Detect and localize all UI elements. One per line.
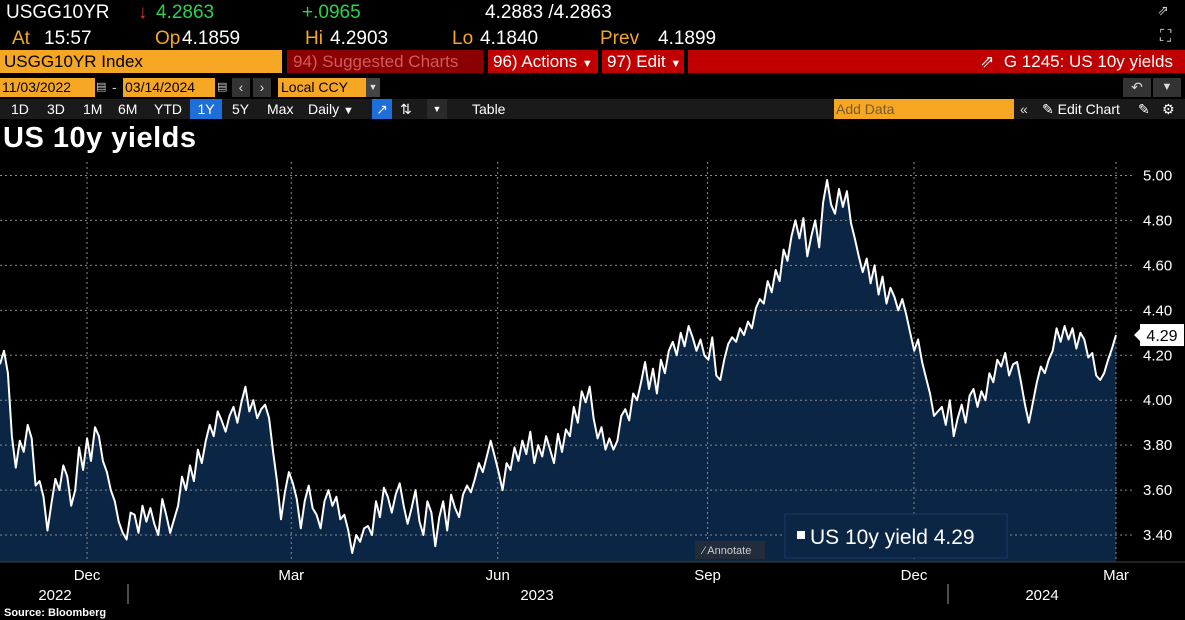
y-tick-label: 3.60 — [1143, 482, 1172, 499]
last-value-tag — [1140, 324, 1184, 347]
edit-label: 97) Edit — [607, 52, 666, 71]
undo-icon[interactable]: ↶ — [1123, 78, 1151, 97]
year-label: 2024 — [1025, 587, 1058, 604]
x-tick-label: Sep — [694, 567, 721, 584]
pencil-icon: ✎ — [1042, 101, 1054, 117]
popout-icon[interactable]: ⛶ — [1160, 28, 1172, 45]
expand-icon[interactable]: ⇗ — [1157, 2, 1169, 18]
table-button[interactable]: Table — [472, 101, 506, 117]
y-tick-label: 4.80 — [1143, 212, 1172, 229]
chart-type-dropdown-icon[interactable]: ▼ — [427, 99, 447, 119]
quote-details: At 15:57 Op 4.1859 Hi 4.2903 Lo 4.1840 P… — [0, 26, 1185, 50]
prev-period-button[interactable]: ‹ — [232, 78, 250, 97]
edit-chart-label: Edit Chart — [1057, 101, 1120, 117]
line-chart-icon[interactable]: ↗ — [372, 99, 392, 119]
x-tick-label: Jun — [486, 567, 510, 584]
x-tick-label: Mar — [278, 567, 304, 584]
period-5y[interactable]: 5Y — [232, 101, 250, 117]
date-separator: - — [112, 79, 117, 95]
chevron-down-icon[interactable]: ▼ — [366, 78, 380, 97]
last-value-pointer — [1134, 328, 1141, 343]
y-tick-label: 4.00 — [1143, 392, 1172, 409]
candlestick-icon[interactable]: ⇅ — [400, 101, 412, 117]
y-tick-label: 3.40 — [1143, 527, 1172, 544]
period-1y[interactable]: 1Y — [190, 99, 222, 119]
prev-label: Prev — [600, 28, 640, 49]
period-6m[interactable]: 6M — [118, 101, 138, 117]
chart-toolbar: 1D 3D 1M 6M YTD 1Y 5Y Max Daily ▼ ↗ ⇅ ▼ … — [0, 99, 1185, 119]
year-label: 2023 — [520, 587, 553, 604]
edit-menu[interactable]: 97) Edit ▼ — [602, 50, 684, 73]
chart-title: US 10y yields — [3, 122, 197, 154]
date-toolbar: 11/03/2022 ▤ - 03/14/2024 ▤ ‹ › Local CC… — [0, 78, 1185, 98]
currency-select[interactable]: Local CCY — [278, 78, 366, 97]
down-arrow-icon: ↓ — [138, 2, 148, 23]
period-3d[interactable]: 3D — [47, 101, 65, 117]
high-value: 4.2903 — [330, 28, 389, 49]
annotate-button[interactable] — [695, 541, 765, 559]
add-data-input[interactable]: Add Data — [834, 99, 1014, 119]
period-max[interactable]: Max — [267, 101, 294, 117]
legend-label: US 10y yield 4.29 — [810, 526, 975, 549]
year-label: 2022 — [38, 587, 71, 604]
x-tick-label: Dec — [901, 567, 928, 584]
launch-icon[interactable]: ⇗ — [980, 52, 995, 71]
y-tick-label: 3.80 — [1143, 437, 1172, 454]
bid-ask: 4.2883 /4.2863 — [485, 2, 612, 23]
collapse-icon[interactable]: « — [1020, 101, 1028, 117]
period-ytd[interactable]: YTD — [154, 101, 182, 117]
period-1d[interactable]: 1D — [11, 101, 29, 117]
next-period-button[interactable]: › — [253, 78, 271, 97]
low-label: Lo — [452, 28, 474, 49]
ticker: USGG10YR — [6, 2, 110, 23]
open-label: Op — [155, 28, 181, 49]
low-value: 4.1840 — [480, 28, 539, 49]
legend-box — [784, 513, 1008, 559]
actions-menu[interactable]: 96) Actions ▼ — [488, 50, 598, 73]
frequency-label: Daily — [308, 101, 340, 117]
series-line — [0, 179, 1117, 554]
frequency-select[interactable]: Daily ▼ — [308, 99, 354, 119]
y-tick-label: 5.00 — [1143, 167, 1172, 184]
last-value-label: 4.29 — [1146, 328, 1177, 345]
security-field[interactable]: USGG10YR Index — [0, 50, 282, 73]
last-price: 4.2863 — [156, 2, 215, 23]
gear-icon[interactable]: ⚙ — [1162, 101, 1175, 117]
legend-swatch — [797, 531, 805, 539]
quote-header: USGG10YR ↓ 4.2863 +.0965 4.2883 /4.2863 … — [0, 0, 1185, 26]
y-tick-label: 4.20 — [1143, 347, 1172, 364]
caret-down-icon: ▼ — [670, 58, 682, 70]
source-note: Source: Bloomberg — [4, 607, 107, 619]
edit-chart-button[interactable]: ✎ Edit Chart — [1042, 99, 1120, 119]
caret-down-icon: ▼ — [343, 105, 354, 117]
net-change: +.0965 — [302, 2, 361, 23]
chevron-down-icon[interactable]: ▼ — [1153, 78, 1181, 97]
prev-value: 4.1899 — [658, 28, 717, 49]
security-toolbar: USGG10YR Index 94) Suggested Charts 96) … — [0, 50, 1185, 73]
open-value: 4.1859 — [182, 28, 241, 49]
at-label: At — [12, 28, 30, 49]
start-date-input[interactable]: 11/03/2022 — [0, 78, 95, 97]
annotate-label[interactable]: ∕ Annotate — [700, 545, 751, 557]
x-tick-label: Dec — [74, 567, 101, 584]
suggested-charts-button[interactable]: 94) Suggested Charts — [287, 50, 483, 73]
high-label: Hi — [305, 28, 323, 49]
chart-id: G 1245: US 10y yields — [1003, 52, 1173, 71]
calendar-icon[interactable]: ▤ — [96, 81, 107, 93]
at-time: 15:57 — [44, 28, 92, 49]
y-tick-label: 4.40 — [1143, 302, 1172, 319]
draw-icon[interactable]: ✎ — [1138, 101, 1150, 117]
chart-id-bar: ⇗ G 1245: US 10y yields — [688, 50, 1185, 73]
y-tick-label: 4.60 — [1143, 257, 1172, 274]
caret-down-icon: ▼ — [581, 58, 593, 70]
x-tick-label: Mar — [1103, 567, 1129, 584]
end-date-input[interactable]: 03/14/2024 — [123, 78, 215, 97]
period-1m[interactable]: 1M — [83, 101, 103, 117]
actions-label: 96) Actions — [493, 52, 578, 71]
calendar-icon[interactable]: ▤ — [217, 81, 228, 93]
series-area — [0, 180, 1116, 562]
